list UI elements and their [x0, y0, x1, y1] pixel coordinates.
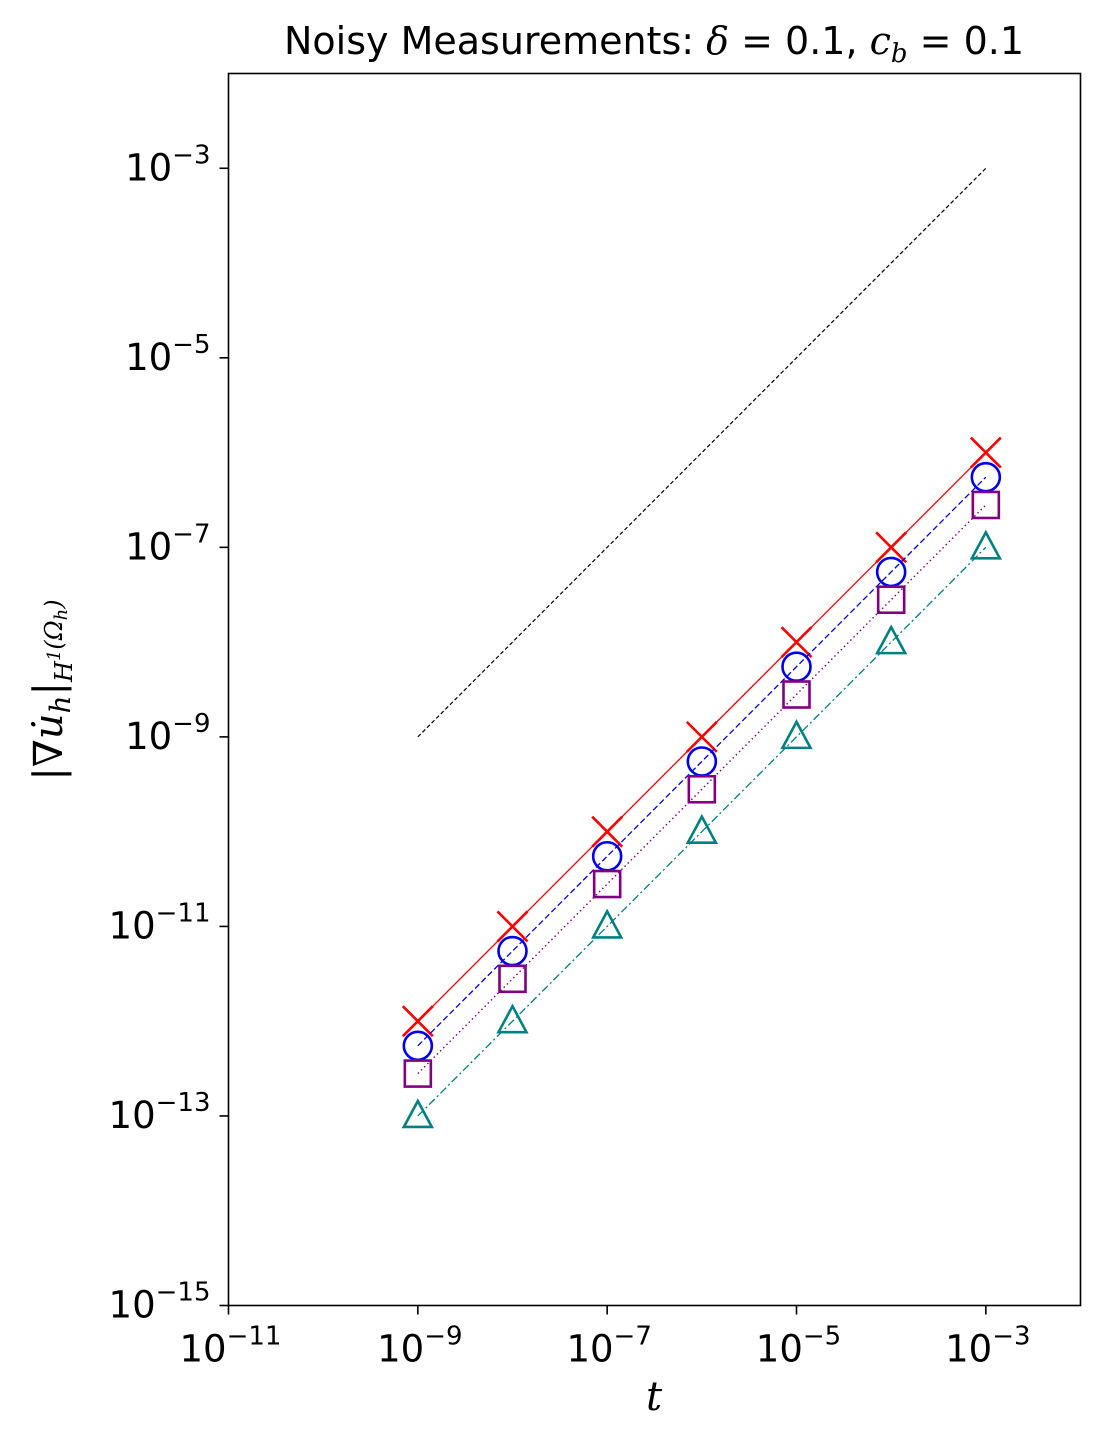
- data-point-square: [403, 1059, 433, 1088]
- series-line-square: [417, 504, 987, 1075]
- data-point-x: [780, 626, 813, 659]
- data-point-square: [687, 774, 717, 804]
- data-point-x: [969, 436, 1002, 469]
- title-delta-symbol: δ: [706, 19, 729, 63]
- data-point-triangle: [969, 529, 1003, 560]
- data-point-triangle: [590, 908, 624, 939]
- y-axis: 10−15 10−13 10−11 10−9 10−7 10−5 10−3: [109, 140, 229, 1327]
- data-point-square: [876, 585, 906, 615]
- y-tick-label: 10−7: [125, 519, 210, 568]
- y-tick-label: 10−5: [125, 330, 210, 379]
- data-point-square: [971, 490, 1001, 520]
- title-cb-symbol: c: [870, 19, 891, 63]
- x-tick-label: 10−5: [756, 1322, 841, 1371]
- title-delta-value: = 0.1,: [729, 19, 870, 63]
- title-prefix: Noisy Measurements:: [284, 19, 706, 63]
- x-tick-label: 10−7: [566, 1322, 651, 1371]
- data-point-triangle: [874, 624, 908, 655]
- data-point-circle: [497, 935, 528, 967]
- y-tick-label: 10−3: [125, 140, 210, 189]
- data-point-x: [685, 720, 718, 753]
- data-point-triangle: [780, 719, 813, 750]
- y-tick-label: 10−9: [125, 709, 210, 758]
- series-line-circle: [417, 476, 987, 1047]
- chart-title: Noisy Measurements: δ = 0.1, cb = 0.1: [284, 19, 1024, 69]
- data-point-x: [496, 910, 529, 943]
- y-tick-label: 10−13: [109, 1088, 211, 1137]
- data-point-square: [498, 964, 527, 994]
- series-circle: [402, 461, 1002, 1062]
- series-triangle: [401, 529, 1003, 1129]
- series-x: [401, 436, 1002, 1038]
- x-axis: 10−11 10−9 10−7 10−5 10−3: [180, 1305, 1031, 1371]
- data-point-square: [592, 869, 622, 899]
- data-point-circle: [591, 840, 623, 872]
- x-tick-label: 10−11: [180, 1322, 282, 1371]
- title-cb-value: = 0.1: [908, 19, 1024, 63]
- data-point-triangle: [685, 813, 719, 844]
- data-point-x: [401, 1005, 434, 1038]
- data-point-square: [782, 680, 811, 709]
- svg-text:|∇u̇h|H1(Ωh): |∇u̇h|H1(Ωh): [26, 599, 78, 780]
- x-axis-label: t: [646, 1374, 663, 1420]
- series-square: [403, 490, 1001, 1088]
- data-point-x: [591, 815, 624, 848]
- y-axis-label: |∇u̇h|H1(Ωh): [26, 599, 78, 780]
- title-cb-subscript: b: [891, 39, 908, 69]
- y-tick-label: 10−11: [109, 898, 211, 947]
- x-tick-label: 10−3: [945, 1322, 1030, 1371]
- plot-area: [401, 167, 1003, 1129]
- reference-slope-line: [417, 167, 987, 738]
- series-line-triangle: [417, 546, 987, 1117]
- x-tick-label: 10−9: [377, 1322, 462, 1371]
- data-point-triangle: [496, 1003, 529, 1034]
- data-point-x: [875, 531, 908, 564]
- data-point-triangle: [401, 1098, 435, 1129]
- y-tick-label: 10−15: [109, 1278, 211, 1327]
- plot-frame: [227, 72, 1082, 1307]
